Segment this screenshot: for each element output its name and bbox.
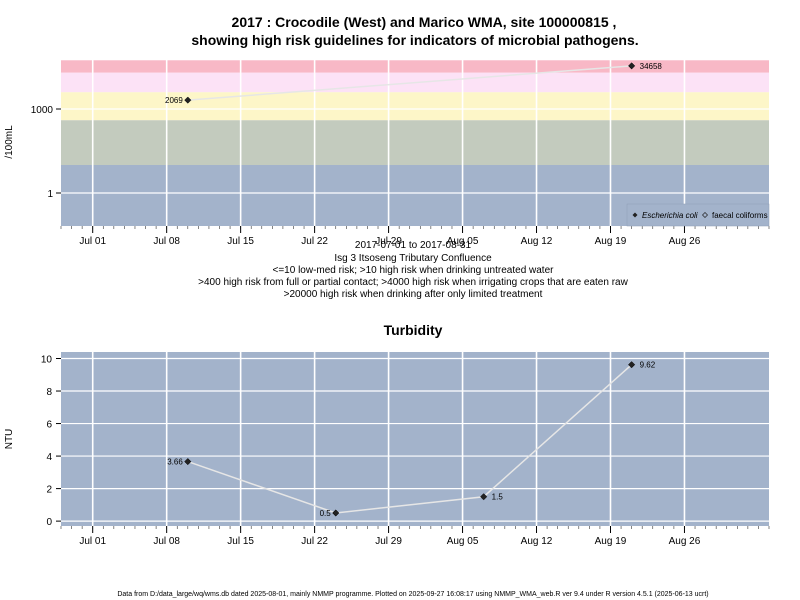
turbidity-data-label: 9.62 xyxy=(640,361,656,370)
caption-line-2: Isg 3 Itsoseng Tributary Confluence xyxy=(334,253,492,264)
legend-ecoli-label: Escherichia coli xyxy=(642,211,698,220)
turbidity-data-label: 3.66 xyxy=(167,458,183,467)
top-x-tick-label: Jul 01 xyxy=(79,236,106,247)
turbidity-point xyxy=(184,458,192,466)
top-y-tick-label: 1000 xyxy=(31,105,54,116)
bottom-y-tick-label: 2 xyxy=(46,485,52,496)
top-y-tick-label: 1 xyxy=(47,189,53,200)
bottom-x-tick-label: Jul 01 xyxy=(79,536,106,547)
top-x-tick-label: Aug 05 xyxy=(447,236,479,247)
bottom-y-tick-label: 10 xyxy=(41,355,53,366)
bottom-y-tick-label: 0 xyxy=(46,517,52,528)
bottom-y-tick-label: 4 xyxy=(46,452,52,463)
ecoli-data-label: 2069 xyxy=(165,96,183,105)
bottom-y-axis-label: NTU xyxy=(4,429,15,450)
caption-line-5: >20000 high risk when drinking after onl… xyxy=(284,289,543,300)
bottom-x-tick-label: Jul 29 xyxy=(375,536,402,547)
top-x-tick-label: Jul 29 xyxy=(375,236,402,247)
bottom-y-tick-label: 6 xyxy=(46,420,52,431)
caption-line-1: 2017-07-01 to 2017-08-31 xyxy=(355,240,472,251)
turbidity-series-line xyxy=(187,364,633,514)
bottom-x-tick-label: Aug 05 xyxy=(447,536,479,547)
bottom-x-tick-label: Jul 15 xyxy=(227,536,254,547)
turbidity-point xyxy=(332,509,340,517)
chart-title-line-1: 2017 : Crocodile (West) and Marico WMA, … xyxy=(232,14,617,30)
bottom-x-tick-label: Jul 22 xyxy=(301,536,328,547)
turbidity-point xyxy=(480,493,488,501)
top-x-tick-label: Jul 22 xyxy=(301,236,328,247)
top-y-axis-label: /100mL xyxy=(4,125,15,159)
turbidity-data-label: 1.5 xyxy=(492,493,504,502)
risk-band xyxy=(61,120,769,165)
top-x-tick-label: Jul 08 xyxy=(153,236,180,247)
turbidity-plot: 0 2 4 6 8 10 NTU Jul 01 Jul 08 Jul 15 Jul 22 Jul 29… xyxy=(4,352,770,547)
microbial-plot: 1 1000/100mL Jul 01 Jul 08 Jul 15 Jul 22 Jul 2… xyxy=(4,58,770,247)
legend-box xyxy=(626,203,770,227)
bottom-x-tick-label: Aug 12 xyxy=(521,536,553,547)
turbidity-background xyxy=(61,352,769,526)
caption-line-4: >400 high risk from full or partial cont… xyxy=(198,277,628,288)
legend-faecal-label: faecal coliforms xyxy=(712,211,768,220)
bottom-x-tick-label: Jul 08 xyxy=(153,536,180,547)
turbidity-data-label: 0.5 xyxy=(320,509,332,518)
chart-title-line-2: showing high risk guidelines for indicat… xyxy=(191,32,638,48)
risk-bands xyxy=(61,60,769,226)
top-x-tick-label: Aug 12 xyxy=(521,236,553,247)
turbidity-title: Turbidity xyxy=(384,322,443,338)
ecoli-point xyxy=(628,62,636,70)
ecoli-data-label: 34658 xyxy=(640,62,663,71)
bottom-x-tick-label: Aug 26 xyxy=(669,536,701,547)
ecoli-point xyxy=(184,96,192,104)
legend-ecoli-marker xyxy=(632,212,638,218)
caption-line-3: <=10 low-med risk; >10 high risk when dr… xyxy=(273,265,555,276)
bottom-x-tick-label: Aug 19 xyxy=(595,536,627,547)
footer-note: Data from D:/data_large/wq/wms.db dated … xyxy=(117,591,708,598)
ecoli-series-line xyxy=(187,65,632,101)
top-x-tick-label: Aug 26 xyxy=(669,236,701,247)
turbidity-point xyxy=(628,361,636,369)
legend-faecal-marker xyxy=(702,212,708,218)
top-x-tick-label: Jul 15 xyxy=(227,236,254,247)
top-x-tick-label: Aug 19 xyxy=(595,236,627,247)
risk-band xyxy=(61,92,769,121)
bottom-y-tick-label: 8 xyxy=(46,387,52,398)
